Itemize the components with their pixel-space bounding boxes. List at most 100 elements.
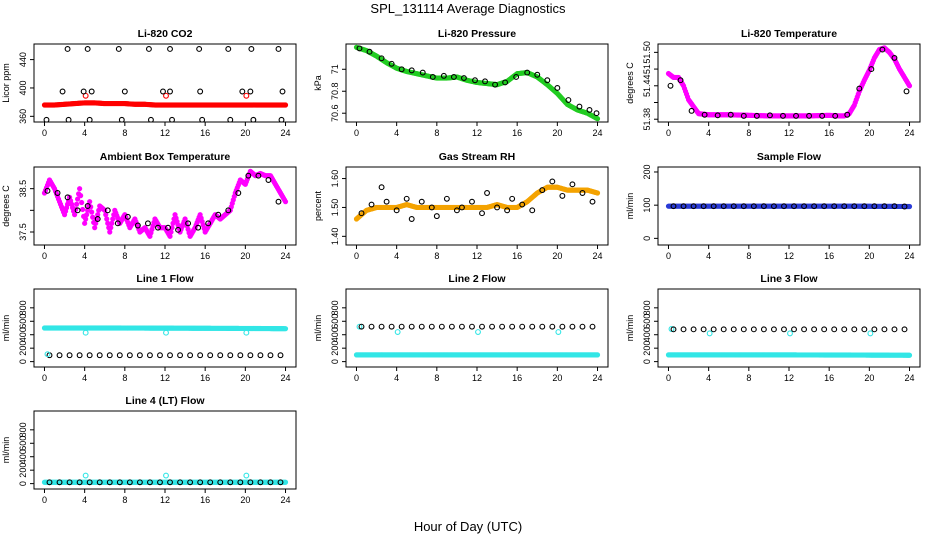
panel-title: Sample Flow <box>757 151 822 163</box>
data-point <box>841 203 848 210</box>
y-tick-label: 37.5 <box>18 223 28 241</box>
y-tick-label: 0 <box>18 481 28 486</box>
data-point <box>239 88 246 95</box>
data-point <box>438 323 445 330</box>
data-point <box>589 323 596 330</box>
trace-point <box>594 352 601 358</box>
data-point <box>891 203 898 210</box>
data-point <box>165 224 171 231</box>
data-point <box>750 326 757 333</box>
series-1 <box>41 100 289 108</box>
data-point <box>469 198 475 205</box>
trace-point <box>282 326 289 332</box>
series-4 <box>44 351 51 358</box>
y-tick-label: 440 <box>18 52 28 67</box>
x-tick-label: 24 <box>905 373 915 383</box>
marks <box>41 325 289 359</box>
trace-point <box>80 206 86 213</box>
data-point <box>903 88 910 95</box>
data-point <box>393 207 400 214</box>
data-point <box>469 323 475 330</box>
data-point <box>534 71 541 78</box>
panel-10: Line 4 (LT) Flow ml/min 0 4 8 12 16 20 24 0 200400… <box>1 395 297 505</box>
x-tick-label: 8 <box>122 373 127 383</box>
data-point <box>740 203 747 210</box>
y-tick-label: 800 <box>642 300 652 315</box>
data-point <box>559 323 566 330</box>
x-tick-label: 4 <box>394 128 399 138</box>
data-point <box>589 198 596 205</box>
y-tick-label: 360 <box>18 109 28 124</box>
data-point <box>265 177 272 183</box>
x-tick-label: 16 <box>512 373 522 383</box>
data-point <box>368 201 375 208</box>
x-tick-label: 4 <box>706 373 711 383</box>
data-point <box>196 46 203 52</box>
data-point <box>146 352 153 359</box>
x-tick-label: 8 <box>434 251 439 261</box>
data-point <box>44 351 51 358</box>
x-tick-label: 8 <box>122 251 127 261</box>
x-tick-label: 8 <box>434 373 439 383</box>
data-point <box>513 74 520 80</box>
data-point <box>593 110 600 117</box>
x-tick-label: 16 <box>824 128 834 138</box>
data-point <box>86 352 93 359</box>
series-1 <box>41 325 289 332</box>
x-tick-label: 4 <box>394 373 399 383</box>
data-point <box>730 326 737 333</box>
data-point <box>418 323 425 330</box>
trace-point <box>110 216 116 222</box>
data-point <box>770 203 777 210</box>
marks <box>665 203 913 210</box>
data-point <box>832 112 839 119</box>
x-tick-label: 0 <box>42 251 47 261</box>
panel-2: Li-820 Pressure kPa 0 4 8 12 16 20 24 70.6 70.8 71 <box>313 28 609 138</box>
trace-point <box>92 225 98 231</box>
data-point <box>549 323 556 330</box>
panel-title: Line 1 Flow <box>136 273 194 285</box>
data-point <box>720 326 727 333</box>
data-point <box>82 472 89 479</box>
data-point <box>257 479 264 486</box>
data-point <box>225 46 232 52</box>
x-tick-label: 4 <box>82 128 87 138</box>
y-tick-label: 200 <box>642 341 652 356</box>
y-tick-label: 70.6 <box>330 104 340 122</box>
series-2 <box>82 329 250 336</box>
y-tick-label: 200 <box>18 463 28 478</box>
series-1 <box>353 352 601 358</box>
trace-point <box>75 196 81 202</box>
data-point <box>579 323 586 330</box>
data-point <box>197 352 204 359</box>
y-tick-label: 51 <box>642 64 652 74</box>
data-point <box>714 112 721 119</box>
data-point <box>227 352 234 359</box>
trace-point <box>72 212 78 218</box>
data-point <box>791 326 797 333</box>
data-point <box>86 116 93 122</box>
data-point <box>167 352 173 359</box>
data-point <box>366 48 373 55</box>
data-point <box>544 77 551 84</box>
data-point <box>780 112 786 119</box>
data-point <box>356 323 363 330</box>
x-tick-label: 4 <box>706 128 711 138</box>
data-point <box>136 479 143 486</box>
series-2 <box>82 92 250 99</box>
data-point <box>509 195 516 202</box>
series-3 <box>46 479 284 486</box>
y-tick-label: 71 <box>330 64 340 74</box>
panel-title: Li-820 CO2 <box>138 28 193 40</box>
y-tick-label: 100 <box>642 198 652 213</box>
data-point <box>819 112 826 119</box>
data-point <box>275 198 282 205</box>
trace-point <box>108 225 114 231</box>
data-point <box>569 323 576 330</box>
data-point <box>549 178 556 185</box>
x-tick-label: 20 <box>552 251 562 261</box>
data-point <box>169 116 175 122</box>
data-point <box>529 323 536 330</box>
marks <box>353 323 601 358</box>
data-point <box>861 326 868 333</box>
